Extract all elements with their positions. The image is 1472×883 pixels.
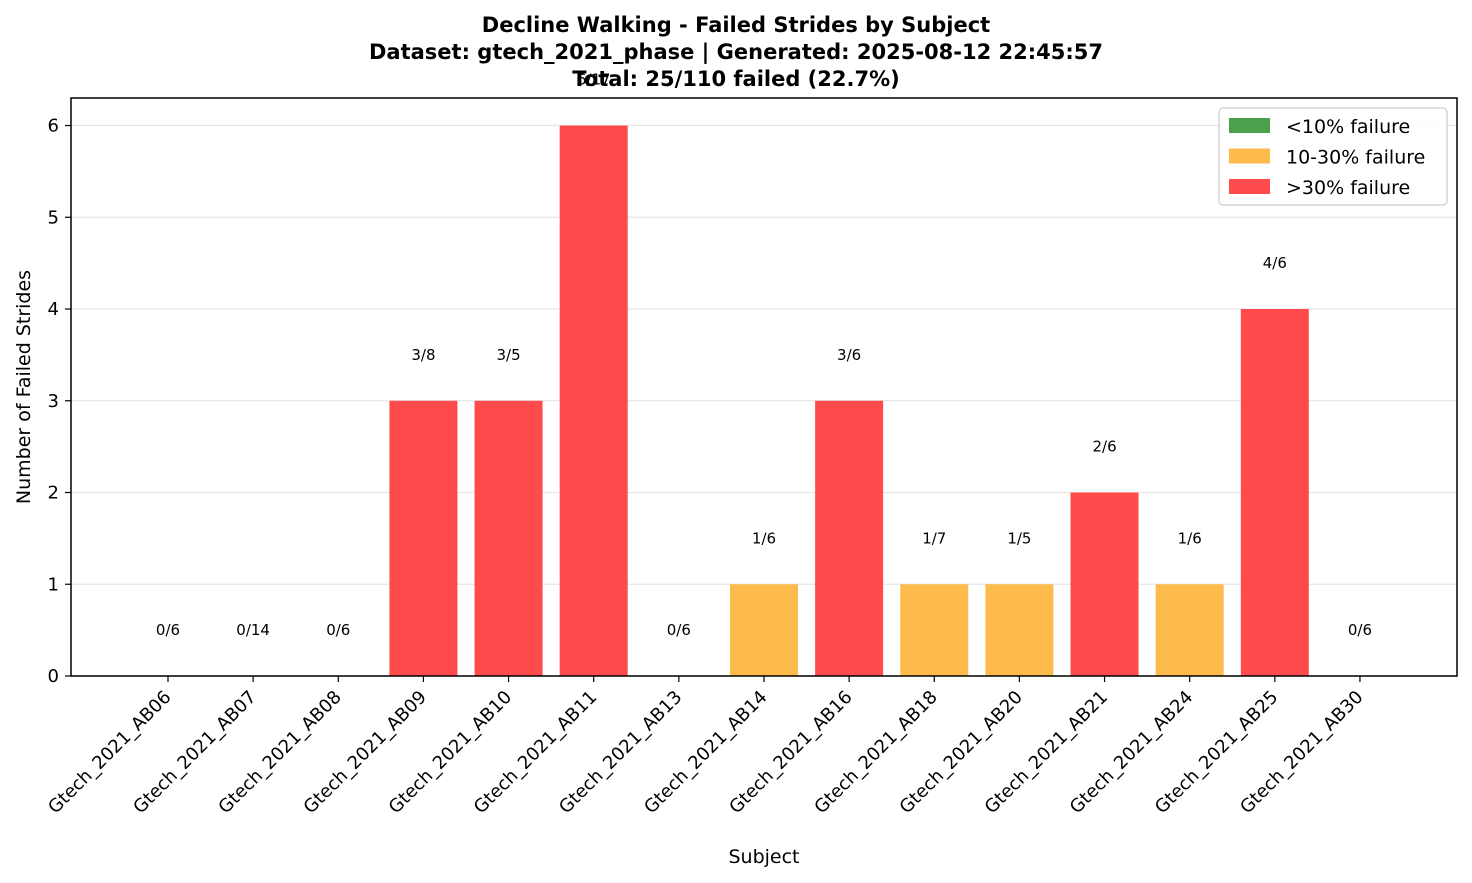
legend-box bbox=[1218, 107, 1448, 206]
bar-9 bbox=[900, 584, 969, 676]
bar-label-0: 0/6 bbox=[156, 621, 180, 639]
bar-labels: 0/6 0/14 0/6 3/8 3/5 6/17 0/6 1/6 3/6 1/7 1/5 2/6 1/… bbox=[156, 71, 1372, 639]
legend-swatch-high bbox=[1229, 179, 1270, 194]
bar-label-6: 0/6 bbox=[667, 621, 691, 639]
chart-title: Decline Walking - Failed Strides by Subj… bbox=[481, 13, 991, 37]
bar-11 bbox=[1070, 492, 1139, 676]
bar-label-2: 0/6 bbox=[326, 621, 350, 639]
x-axis-label: Subject bbox=[728, 846, 799, 868]
chart-summary: Total: 25/110 failed (22.7%) bbox=[572, 67, 900, 91]
bar-label-5: 6/17 bbox=[577, 71, 611, 89]
legend-label-mid: 10-30% failure bbox=[1286, 147, 1425, 169]
bars bbox=[389, 125, 1309, 677]
y-axis-ticks: 0 1 2 3 4 5 6 bbox=[48, 116, 71, 687]
bar-label-9: 1/7 bbox=[922, 529, 946, 547]
bar-10 bbox=[985, 584, 1054, 676]
y-tick-label-5: 5 bbox=[48, 207, 59, 228]
bar-3 bbox=[389, 400, 458, 676]
bar-12 bbox=[1155, 584, 1224, 676]
y-tick-label-0: 0 bbox=[48, 666, 59, 687]
bar-label-8: 3/6 bbox=[837, 346, 861, 364]
y-tick-label-6: 6 bbox=[48, 116, 59, 137]
legend: <10% failure 10-30% failure >30% failure bbox=[1218, 107, 1448, 206]
y-axis-label: Number of Failed Strides bbox=[13, 270, 35, 504]
legend-label-high: >30% failure bbox=[1286, 177, 1410, 199]
bar-13 bbox=[1240, 309, 1309, 676]
y-tick-label-4: 4 bbox=[48, 299, 59, 320]
bar-label-14: 0/6 bbox=[1348, 621, 1372, 639]
chart-subtitle: Dataset: gtech_2021_phase | Generated: 2… bbox=[369, 40, 1103, 64]
bar-label-12: 1/6 bbox=[1178, 529, 1202, 547]
y-tick-label-1: 1 bbox=[48, 574, 59, 595]
bar-4 bbox=[474, 400, 543, 676]
bar-label-7: 1/6 bbox=[752, 529, 776, 547]
bar-8 bbox=[815, 400, 884, 676]
y-tick-label-3: 3 bbox=[48, 391, 59, 412]
x-axis-ticks: Gtech_2021_AB06Gtech_2021_AB07Gtech_2021… bbox=[44, 676, 1367, 818]
bar-label-3: 3/8 bbox=[411, 346, 435, 364]
bar-label-13: 4/6 bbox=[1263, 254, 1287, 272]
legend-swatch-low bbox=[1229, 118, 1270, 133]
bar-7 bbox=[729, 584, 798, 676]
bar-5 bbox=[559, 125, 628, 677]
bar-label-11: 2/6 bbox=[1092, 438, 1116, 456]
y-tick-label-2: 2 bbox=[48, 483, 59, 504]
bar-label-1: 0/14 bbox=[236, 621, 270, 639]
bar-label-10: 1/5 bbox=[1007, 529, 1031, 547]
legend-swatch-mid bbox=[1229, 148, 1270, 164]
bar-label-4: 3/5 bbox=[496, 346, 520, 364]
legend-label-low: <10% failure bbox=[1286, 116, 1410, 138]
